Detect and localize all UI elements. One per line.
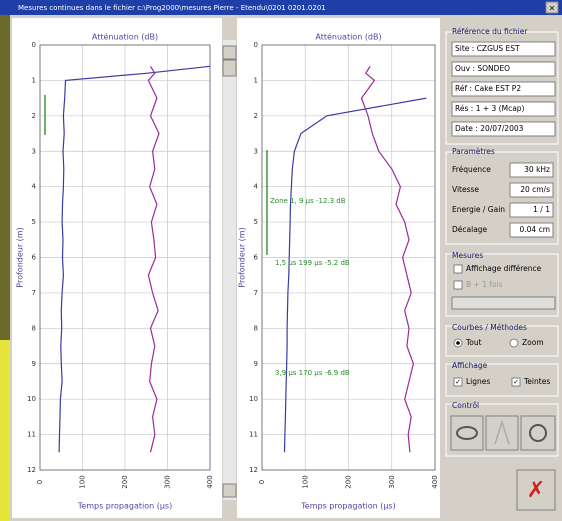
y-tick-label: 10 xyxy=(27,395,36,403)
check-mark: ✓ xyxy=(455,378,461,386)
y-tick-label: 3 xyxy=(254,147,258,155)
y-tick-label: 12 xyxy=(249,466,258,474)
checkbox[interactable] xyxy=(454,281,462,289)
y-tick-label: 1 xyxy=(32,76,36,84)
checkbox-label: B + 1 fois xyxy=(466,280,503,289)
chart-panel xyxy=(12,18,222,518)
y-tick-label: 2 xyxy=(254,112,258,120)
param-label: Vitesse xyxy=(452,185,479,194)
close-icon: × xyxy=(549,4,556,13)
y-axis-label: Profondeur (m) xyxy=(16,227,25,287)
y-tick-label: 0 xyxy=(254,41,258,49)
group-title: Courbes / Méthodes xyxy=(452,323,527,332)
scroll-down[interactable] xyxy=(223,484,236,497)
group-title: Contrôl xyxy=(452,401,479,410)
y-tick-label: 11 xyxy=(249,431,258,439)
scroll-up[interactable] xyxy=(223,46,236,59)
control-button[interactable] xyxy=(451,416,483,450)
y-tick-label: 9 xyxy=(254,360,258,368)
y-tick-label: 8 xyxy=(32,324,36,332)
param-label: Décalage xyxy=(452,225,488,234)
y-tick-label: 6 xyxy=(32,254,37,262)
group-title: Affichage xyxy=(452,361,488,370)
bottom-axis-label: Temps propagation (µs) xyxy=(300,502,395,511)
y-tick-label: 1 xyxy=(254,76,258,84)
y-tick-label: 10 xyxy=(249,395,258,403)
x-tick-label: 200 xyxy=(345,475,353,488)
field-text: Date : 20/07/2003 xyxy=(455,124,524,133)
param-label: Fréquence xyxy=(452,165,491,174)
y-tick-label: 5 xyxy=(32,218,36,226)
x-tick-label: 400 xyxy=(431,475,439,488)
x-tick-label: 300 xyxy=(164,475,172,488)
y-tick-label: 4 xyxy=(254,183,259,191)
app-window: Mesures continues dans le fichier c:\Pro… xyxy=(0,0,562,521)
radio[interactable] xyxy=(510,339,518,347)
checkbox-label: Teintes xyxy=(523,377,550,386)
group-title: Référence du fichier xyxy=(452,27,528,36)
y-tick-label: 9 xyxy=(32,360,36,368)
x-tick-label: 200 xyxy=(121,475,129,488)
y-tick-label: 2 xyxy=(32,112,36,120)
field-text: Site : CZGUS EST xyxy=(455,44,520,53)
control-button[interactable] xyxy=(521,416,555,450)
annotation: Zone 1, 9 µs -12.3 dB xyxy=(270,197,346,205)
field-text: Rés : 1 + 3 (Mcap) xyxy=(455,104,525,113)
radio-label: Tout xyxy=(465,338,482,347)
checkbox-label: Affichage différence xyxy=(466,264,542,273)
radio-dot xyxy=(456,341,460,345)
y-tick-label: 5 xyxy=(254,218,258,226)
annotation: 1,5 µs 199 µs -5.2 dB xyxy=(275,259,350,267)
x-tick-label: 100 xyxy=(301,475,309,488)
y-tick-label: 7 xyxy=(254,289,258,297)
exit-icon: ✗ xyxy=(527,478,545,503)
x-tick-label: 100 xyxy=(79,475,87,488)
y-tick-label: 11 xyxy=(27,431,36,439)
param-value: 0.04 cm xyxy=(519,225,550,234)
y-tick-label: 7 xyxy=(32,289,36,297)
window-title: Mesures continues dans le fichier c:\Pro… xyxy=(18,4,326,12)
field-text: Réf : Cake EST P2 xyxy=(455,84,521,93)
checkbox-label: Lignes xyxy=(466,377,490,386)
field xyxy=(452,297,555,309)
x-tick-label: 300 xyxy=(388,475,396,488)
scroll-thumb[interactable] xyxy=(223,60,236,76)
checkbox[interactable] xyxy=(454,265,462,273)
y-tick-label: 8 xyxy=(254,324,258,332)
x-tick-label: 0 xyxy=(258,480,266,484)
background-strip xyxy=(0,340,10,521)
radio-label: Zoom xyxy=(522,338,544,347)
scrollbar[interactable] xyxy=(223,40,236,500)
param-value: 30 kHz xyxy=(524,165,550,174)
field-text: Ouv : SONDEO xyxy=(455,64,510,73)
bottom-axis-label: Temps propagation (µs) xyxy=(77,502,172,511)
y-tick-label: 3 xyxy=(32,147,36,155)
y-tick-label: 12 xyxy=(27,466,36,474)
param-value: 20 cm/s xyxy=(520,185,550,194)
group-title: Mesures xyxy=(452,251,483,260)
y-axis-label: Profondeur (m) xyxy=(238,227,247,287)
y-tick-label: 4 xyxy=(32,183,37,191)
group-title: Paramètres xyxy=(452,147,495,156)
top-axis-label: Atténuation (dB) xyxy=(92,32,158,42)
x-tick-label: 400 xyxy=(206,475,214,488)
y-tick-label: 6 xyxy=(254,254,259,262)
top-axis-label: Atténuation (dB) xyxy=(315,32,381,42)
param-label: Energie / Gain xyxy=(452,205,505,214)
x-tick-label: 0 xyxy=(36,480,44,484)
annotation: 3,9 µs 170 µs -6.9 dB xyxy=(275,369,350,377)
check-mark: ✓ xyxy=(513,378,519,386)
param-value: 1 / 1 xyxy=(533,205,550,214)
y-tick-label: 0 xyxy=(32,41,36,49)
